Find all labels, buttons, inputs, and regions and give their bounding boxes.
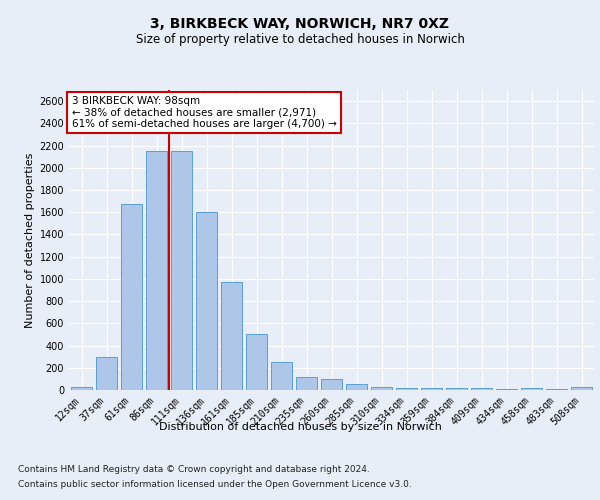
Bar [96, 356, 117, 390]
Bar [496, 389, 517, 390]
Bar [121, 204, 142, 390]
Bar [171, 151, 192, 390]
Bar [296, 376, 317, 390]
Bar [571, 387, 592, 390]
Bar [346, 384, 367, 390]
Y-axis label: Number of detached properties: Number of detached properties [25, 152, 35, 328]
Bar [446, 388, 467, 390]
Text: 3, BIRKBECK WAY, NORWICH, NR7 0XZ: 3, BIRKBECK WAY, NORWICH, NR7 0XZ [151, 18, 449, 32]
Bar [471, 388, 492, 390]
Text: Contains HM Land Registry data © Crown copyright and database right 2024.: Contains HM Land Registry data © Crown c… [18, 465, 370, 474]
Text: 3 BIRKBECK WAY: 98sqm
← 38% of detached houses are smaller (2,971)
61% of semi-d: 3 BIRKBECK WAY: 98sqm ← 38% of detached … [71, 96, 337, 129]
Bar [221, 282, 242, 390]
Text: Contains public sector information licensed under the Open Government Licence v3: Contains public sector information licen… [18, 480, 412, 489]
Bar [321, 379, 342, 390]
Bar [396, 388, 417, 390]
Text: Size of property relative to detached houses in Norwich: Size of property relative to detached ho… [136, 32, 464, 46]
Bar [271, 362, 292, 390]
Bar [146, 151, 167, 390]
Bar [196, 212, 217, 390]
Bar [421, 388, 442, 390]
Bar [246, 334, 267, 390]
Bar [371, 386, 392, 390]
Bar [546, 389, 567, 390]
Text: Distribution of detached houses by size in Norwich: Distribution of detached houses by size … [158, 422, 442, 432]
Bar [521, 388, 542, 390]
Bar [71, 387, 92, 390]
